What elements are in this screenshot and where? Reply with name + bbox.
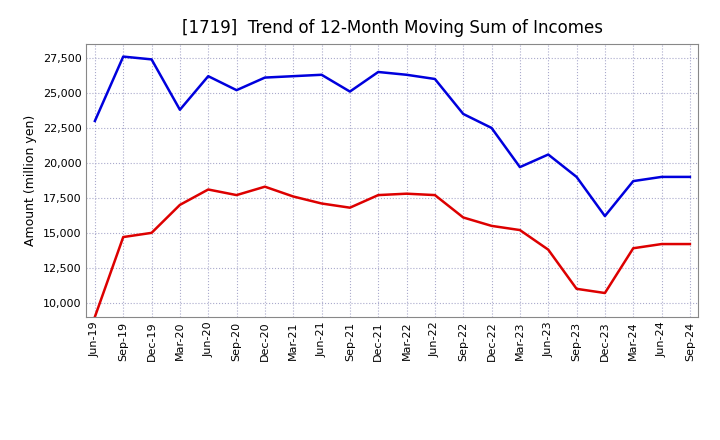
Net Income [318, 201, 326, 206]
Net Income [289, 194, 297, 199]
Net Income [374, 192, 382, 198]
Net Income [346, 205, 354, 210]
Ordinary Income [148, 57, 156, 62]
Net Income [459, 215, 467, 220]
Net Income [487, 223, 496, 228]
Net Income [91, 314, 99, 319]
Net Income [204, 187, 212, 192]
Net Income [572, 286, 581, 291]
Ordinary Income [233, 88, 241, 93]
Net Income [261, 184, 269, 189]
Ordinary Income [289, 73, 297, 79]
Ordinary Income [544, 152, 552, 157]
Net Income [233, 192, 241, 198]
Net Income [629, 246, 637, 251]
Y-axis label: Amount (million yen): Amount (million yen) [24, 115, 37, 246]
Ordinary Income [91, 118, 99, 124]
Net Income [544, 247, 552, 252]
Ordinary Income [657, 174, 666, 180]
Ordinary Income [487, 125, 496, 131]
Ordinary Income [346, 89, 354, 94]
Net Income [148, 230, 156, 235]
Net Income [119, 235, 127, 240]
Ordinary Income [516, 165, 524, 170]
Ordinary Income [318, 72, 326, 77]
Net Income [176, 202, 184, 208]
Ordinary Income [572, 174, 581, 180]
Line: Ordinary Income: Ordinary Income [95, 57, 690, 216]
Ordinary Income [176, 107, 184, 112]
Ordinary Income [261, 75, 269, 80]
Ordinary Income [685, 174, 694, 180]
Net Income [657, 242, 666, 247]
Net Income [516, 227, 524, 233]
Net Income [402, 191, 411, 196]
Ordinary Income [119, 54, 127, 59]
Ordinary Income [204, 73, 212, 79]
Net Income [685, 242, 694, 247]
Ordinary Income [600, 213, 609, 219]
Title: [1719]  Trend of 12-Month Moving Sum of Incomes: [1719] Trend of 12-Month Moving Sum of I… [182, 19, 603, 37]
Net Income [431, 192, 439, 198]
Ordinary Income [402, 72, 411, 77]
Net Income [600, 290, 609, 296]
Line: Net Income: Net Income [95, 187, 690, 317]
Ordinary Income [459, 111, 467, 117]
Ordinary Income [374, 70, 382, 75]
Ordinary Income [431, 76, 439, 81]
Ordinary Income [629, 179, 637, 184]
